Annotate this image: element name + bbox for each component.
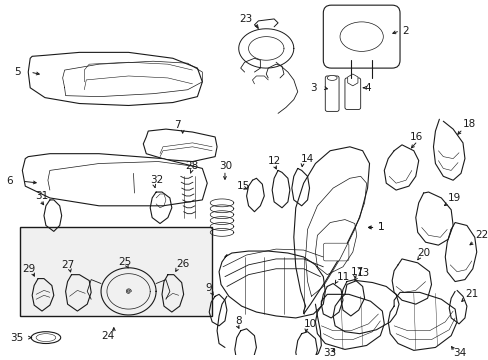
- Text: 31: 31: [35, 191, 48, 201]
- FancyBboxPatch shape: [344, 78, 360, 109]
- Text: 12: 12: [268, 156, 281, 166]
- Text: 17: 17: [350, 267, 364, 277]
- Text: 6: 6: [6, 176, 13, 186]
- Text: 32: 32: [150, 175, 163, 185]
- Bar: [20, 228, 212, 316]
- Polygon shape: [143, 129, 217, 162]
- Text: 25: 25: [119, 257, 132, 267]
- Text: 8: 8: [234, 316, 241, 326]
- Text: 7: 7: [173, 120, 180, 130]
- Text: 30: 30: [219, 162, 232, 171]
- Text: 13: 13: [356, 268, 369, 278]
- Text: 9: 9: [205, 283, 211, 293]
- Ellipse shape: [31, 332, 61, 343]
- Text: 35: 35: [11, 333, 24, 343]
- Text: 10: 10: [303, 319, 316, 329]
- Text: 19: 19: [447, 193, 461, 203]
- Ellipse shape: [36, 334, 56, 342]
- Text: 28: 28: [185, 162, 199, 171]
- Text: 33: 33: [323, 348, 336, 358]
- Ellipse shape: [326, 76, 336, 80]
- Text: 22: 22: [474, 230, 487, 240]
- Text: 34: 34: [452, 348, 466, 358]
- Text: 11: 11: [336, 272, 349, 282]
- Text: 24: 24: [101, 330, 114, 341]
- Text: 29: 29: [22, 264, 36, 274]
- FancyBboxPatch shape: [325, 76, 338, 111]
- Text: 4: 4: [364, 83, 370, 93]
- Text: 27: 27: [61, 260, 75, 270]
- Text: 16: 16: [409, 132, 422, 142]
- Text: 20: 20: [417, 248, 430, 258]
- FancyBboxPatch shape: [323, 5, 399, 68]
- Text: 23: 23: [239, 14, 252, 24]
- Ellipse shape: [339, 22, 383, 51]
- Text: 1: 1: [377, 222, 383, 233]
- Text: 3: 3: [310, 83, 317, 93]
- Text: 1: 1: [377, 222, 383, 233]
- Text: 14: 14: [300, 154, 313, 163]
- Polygon shape: [22, 154, 207, 206]
- Text: 15: 15: [236, 181, 249, 191]
- Text: 2: 2: [401, 26, 408, 36]
- Text: 21: 21: [464, 289, 477, 299]
- Polygon shape: [28, 52, 202, 105]
- Text: 18: 18: [462, 119, 475, 129]
- Text: 26: 26: [175, 259, 189, 269]
- Polygon shape: [293, 147, 369, 314]
- Text: 5: 5: [15, 67, 21, 77]
- FancyBboxPatch shape: [323, 243, 348, 261]
